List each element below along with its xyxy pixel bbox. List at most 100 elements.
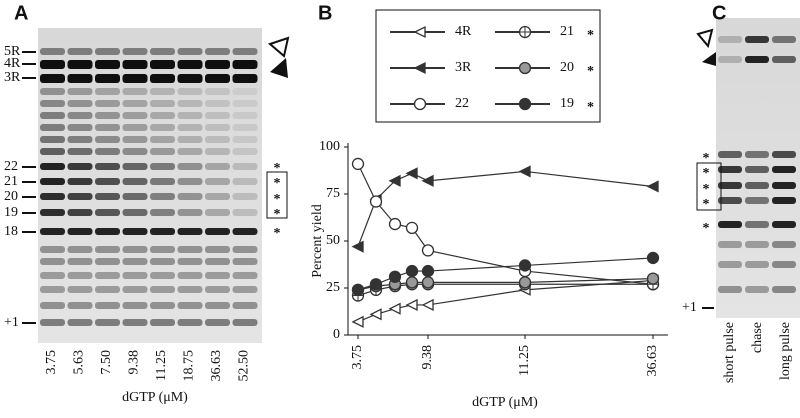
gel-band	[718, 286, 742, 293]
gel-band	[718, 197, 742, 204]
gel-band	[40, 88, 65, 95]
x-label: dGTP (μM)	[472, 395, 538, 410]
gel-band	[40, 246, 65, 253]
gel-band	[95, 60, 120, 69]
gel-band	[745, 36, 769, 43]
series-line	[357, 283, 653, 297]
gel-band	[122, 74, 148, 83]
gel-band	[67, 228, 93, 235]
gel-band	[95, 209, 120, 216]
gel-band	[205, 258, 230, 265]
gel-band	[95, 48, 120, 55]
gel-band	[772, 56, 796, 63]
gel-band	[150, 74, 175, 83]
gel-band	[67, 193, 93, 200]
gel-band	[177, 246, 203, 253]
gel-band	[122, 60, 148, 69]
gel-band	[150, 258, 175, 265]
gel-band	[67, 209, 93, 216]
gel-band	[205, 178, 230, 185]
gel-band	[150, 319, 175, 326]
filled-arrowhead	[702, 52, 716, 66]
gel-band	[232, 112, 258, 119]
gel-band	[40, 228, 65, 235]
gel-band	[40, 163, 65, 170]
legend-label: 22	[455, 96, 469, 111]
gel-band	[40, 74, 65, 83]
star: *	[274, 192, 281, 207]
marker	[405, 167, 418, 180]
gel-band	[177, 193, 203, 200]
gel-band	[122, 319, 148, 326]
marker	[413, 97, 427, 111]
panel-label: C	[712, 2, 726, 24]
marker	[405, 264, 419, 278]
gel-band	[205, 228, 230, 235]
gel-band	[150, 136, 175, 143]
gel-band	[205, 136, 230, 143]
gel-band	[122, 286, 148, 293]
marker	[388, 174, 401, 187]
gel-band	[232, 178, 258, 185]
panel-label: A	[14, 2, 28, 24]
star: *	[703, 166, 710, 181]
gel-band	[177, 136, 203, 143]
gel-band	[718, 261, 742, 268]
gel-band	[177, 48, 203, 55]
star: *	[274, 207, 281, 222]
gel-band	[150, 48, 175, 55]
gel-band	[95, 272, 120, 279]
gel-band	[150, 124, 175, 131]
gel-band	[177, 272, 203, 279]
gel-band	[95, 88, 120, 95]
marker	[646, 251, 660, 265]
gel-band	[177, 112, 203, 119]
gel-band	[67, 272, 93, 279]
star-box	[696, 162, 722, 211]
gel-band	[67, 124, 93, 131]
gel-band	[718, 241, 742, 248]
gel-band	[205, 100, 230, 107]
marker	[405, 298, 418, 311]
gel-band	[67, 148, 93, 155]
star: *	[274, 161, 281, 176]
gel-band	[122, 100, 148, 107]
y-tick-label: 25	[326, 280, 340, 295]
gel-band	[40, 258, 65, 265]
y-tick-label: 100	[319, 139, 340, 154]
gel-band	[177, 258, 203, 265]
lane-label: 7.50	[99, 350, 114, 375]
gel-band	[150, 163, 175, 170]
y-tick-label: 50	[326, 233, 340, 248]
gel-band	[40, 178, 65, 185]
marker	[421, 244, 435, 257]
gel-band	[232, 302, 258, 309]
gel-band	[232, 209, 258, 216]
gel-band	[205, 88, 230, 95]
gel-band	[122, 302, 148, 309]
gel-band	[232, 136, 258, 143]
gel-band	[772, 261, 796, 268]
gel-band	[122, 136, 148, 143]
lane-label: chase	[750, 322, 765, 353]
star: *	[703, 182, 710, 197]
gel-band	[40, 112, 65, 119]
gel-band	[718, 166, 742, 173]
gel-band	[150, 60, 175, 69]
gel-band	[67, 246, 93, 253]
marker	[413, 25, 426, 39]
gel-band	[95, 112, 120, 119]
gel-band	[205, 163, 230, 170]
marker	[388, 302, 401, 315]
marker	[646, 272, 660, 285]
gel-band	[122, 209, 148, 216]
gel-band	[205, 209, 230, 216]
gel-band	[150, 193, 175, 200]
gel-band	[40, 60, 65, 69]
lane-label: 18.75	[182, 350, 197, 382]
gel-band	[150, 286, 175, 293]
gel-band	[745, 241, 769, 248]
gel-band	[67, 286, 93, 293]
gel-band	[205, 286, 230, 293]
